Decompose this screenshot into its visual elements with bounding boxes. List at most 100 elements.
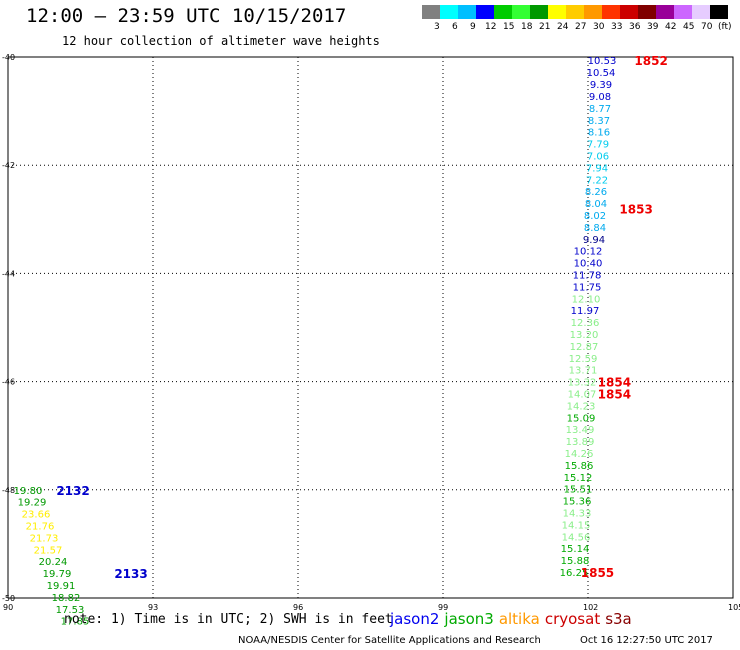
wave-height-legend-labels: 3 6 9 12 15 18 21 24 27 30 33 36 39 42 45 70 [422,22,740,34]
latitude-tick-label: -42 [2,161,15,170]
longitude-tick-label: 99 [438,603,448,612]
legend-swatch [494,5,512,19]
credit-line: NOAA/NESDIS Center for Satellite Applica… [238,635,541,646]
wave-height-value: 9.94 [583,235,605,246]
wave-height-value: 10.53 [588,56,617,67]
latitude-tick-label: -48 [2,486,15,495]
wave-height-value: 8.37 [588,116,610,127]
longitude-tick-label: 90 [3,603,13,612]
wave-height-value: 14.23 [567,401,596,412]
wave-height-value: 17.53 [56,605,85,616]
legend-label: 3 [434,22,440,32]
wave-height-value: 12.59 [569,354,598,365]
wave-height-value: 14.15 [562,520,591,531]
wave-height-value: 13.20 [570,330,599,341]
legend-label: 21 [539,22,551,32]
latitude-tick-label: -50 [2,594,15,603]
pass-time-label: 1854 [598,376,631,390]
wave-height-value: 15.09 [567,413,596,424]
legend-label: 36 [629,22,641,32]
longitude-tick-label: 102 [583,603,598,612]
legend-swatch [602,5,620,19]
wave-height-value: 20.24 [39,557,68,568]
map-title: 12:00 – 23:59 UTC 10/15/2017 [26,5,347,27]
wave-height-value: 12.10 [572,294,601,305]
wave-height-value: 14.26 [565,449,594,460]
wave-height-value: 14.33 [563,509,592,520]
latitude-tick-label: -40 [2,53,15,62]
legend-label: 45 [683,22,695,32]
wave-height-value: 21.57 [34,545,63,556]
satellite-name-cryosat: cryosat [544,610,601,628]
legend-swatch [674,5,692,19]
wave-height-value: 18.82 [52,593,81,604]
legend-swatch [530,5,548,19]
wave-height-value: 12.87 [570,342,599,353]
wave-height-value: 8.26 [585,187,607,198]
wave-height-value: 19.80 [14,486,43,497]
latitude-tick-label: -44 [2,269,15,278]
satellite-name-jason3: jason3 [444,610,494,628]
wave-height-value: 11.75 [573,282,602,293]
legend-swatch [566,5,584,19]
wave-height-value: 10.40 [574,259,603,270]
wave-height-value: 9.08 [589,92,611,103]
map-subtitle: 12 hour collection of altimeter wave hei… [62,34,380,48]
legend-swatch [458,5,476,19]
legend-label: 30 [593,22,605,32]
legend-swatch [512,5,530,19]
map-frame [7,56,734,599]
legend-swatch [638,5,656,19]
wave-height-value: 19.29 [18,498,47,509]
wave-height-value: 12.36 [571,318,600,329]
legend-label: 12 [485,22,497,32]
legend-unit-label: (ft) [718,22,732,32]
wave-height-value: 21.73 [30,533,59,544]
legend-swatch [620,5,638,19]
wave-height-color-legend [422,5,728,19]
wave-height-value: 8.77 [589,104,611,115]
pass-time-label: 1853 [619,202,652,216]
wave-height-value: 11.78 [573,270,602,281]
longitude-tick-label: 105 [728,603,740,612]
satellite-name-jason2: jason2 [390,610,440,628]
legend-swatch [692,5,710,19]
legend-swatch [584,5,602,19]
wave-height-value: 15.88 [561,556,590,567]
wave-height-value: 7.79 [587,140,609,151]
wave-height-value: 7.06 [587,151,609,162]
satellite-legend: jason2 jason3 altika cryosat s3a [390,610,637,628]
generated-timestamp: Oct 16 12:27:50 UTC 2017 [580,635,713,646]
legend-swatch [476,5,494,19]
wave-height-value: 15.12 [564,473,593,484]
wave-height-value: 8.04 [585,199,607,210]
wave-height-value: 14.56 [562,532,591,543]
units-note: note: 1) Time is in UTC; 2) SWH is in fe… [64,612,393,627]
wave-height-value: 15.14 [561,544,590,555]
longitude-tick-label: 93 [148,603,158,612]
wave-height-value: 8.84 [584,223,606,234]
legend-label: 6 [452,22,458,32]
legend-swatch [548,5,566,19]
wave-height-value: 15.51 [564,485,593,496]
wave-height-value: 13.71 [569,366,598,377]
pass-time-label: 1855 [581,566,614,580]
wave-height-value: 15.36 [563,497,592,508]
legend-label: 42 [665,22,677,32]
wave-height-value: 16.25 [560,568,589,579]
wave-height-value: 15.86 [565,461,594,472]
wave-height-value: 13.89 [566,437,595,448]
wave-height-value: 17.85 [61,617,90,628]
wave-height-value: 7.22 [586,175,608,186]
legend-label: 18 [521,22,533,32]
wave-height-value: 8.02 [584,211,606,222]
legend-label: 27 [575,22,587,32]
wave-height-value: 7.94 [586,163,608,174]
legend-label: 9 [470,22,476,32]
wave-height-value: 23.66 [22,510,51,521]
latitude-tick-label: -46 [2,378,15,387]
wave-height-value: 13.32 [568,378,597,389]
wave-height-value: 10.54 [587,68,616,79]
wave-height-value: 11.97 [571,306,600,317]
